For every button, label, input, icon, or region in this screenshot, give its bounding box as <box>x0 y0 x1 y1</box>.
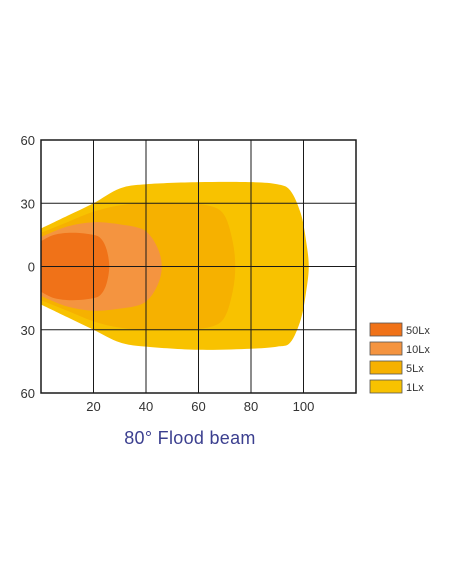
y-tick-label: 0 <box>28 260 35 275</box>
legend: 50Lx 10Lx 5Lx 1Lx <box>369 322 430 394</box>
y-tick-label: 60 <box>21 386 35 401</box>
legend-swatch-5lx <box>369 360 403 375</box>
x-tick-label: 40 <box>139 399 153 414</box>
y-tick-label: 30 <box>21 323 35 338</box>
x-tick-labels: 20 40 60 80 100 <box>86 399 314 414</box>
x-tick-label: 60 <box>191 399 205 414</box>
legend-swatch-50lx <box>369 322 403 337</box>
y-tick-label: 60 <box>21 133 35 148</box>
legend-swatch-1lx <box>369 379 403 394</box>
isolux-areas <box>41 181 309 350</box>
y-tick-label: 30 <box>21 196 35 211</box>
x-tick-label: 80 <box>244 399 258 414</box>
legend-swatch-10lx <box>369 341 403 356</box>
chart-title: 80° Flood beam <box>124 428 256 448</box>
legend-label-5lx: 5Lx <box>406 363 424 375</box>
plot-frame <box>40 139 357 394</box>
grid <box>40 139 357 394</box>
legend-label-1lx: 1Lx <box>406 382 424 394</box>
y-tick-labels: 60 30 0 30 60 <box>21 133 35 401</box>
x-tick-label: 20 <box>86 399 100 414</box>
legend-label-50lx: 50Lx <box>406 325 430 337</box>
legend-label-10lx: 10Lx <box>406 344 430 356</box>
x-tick-label: 100 <box>293 399 315 414</box>
